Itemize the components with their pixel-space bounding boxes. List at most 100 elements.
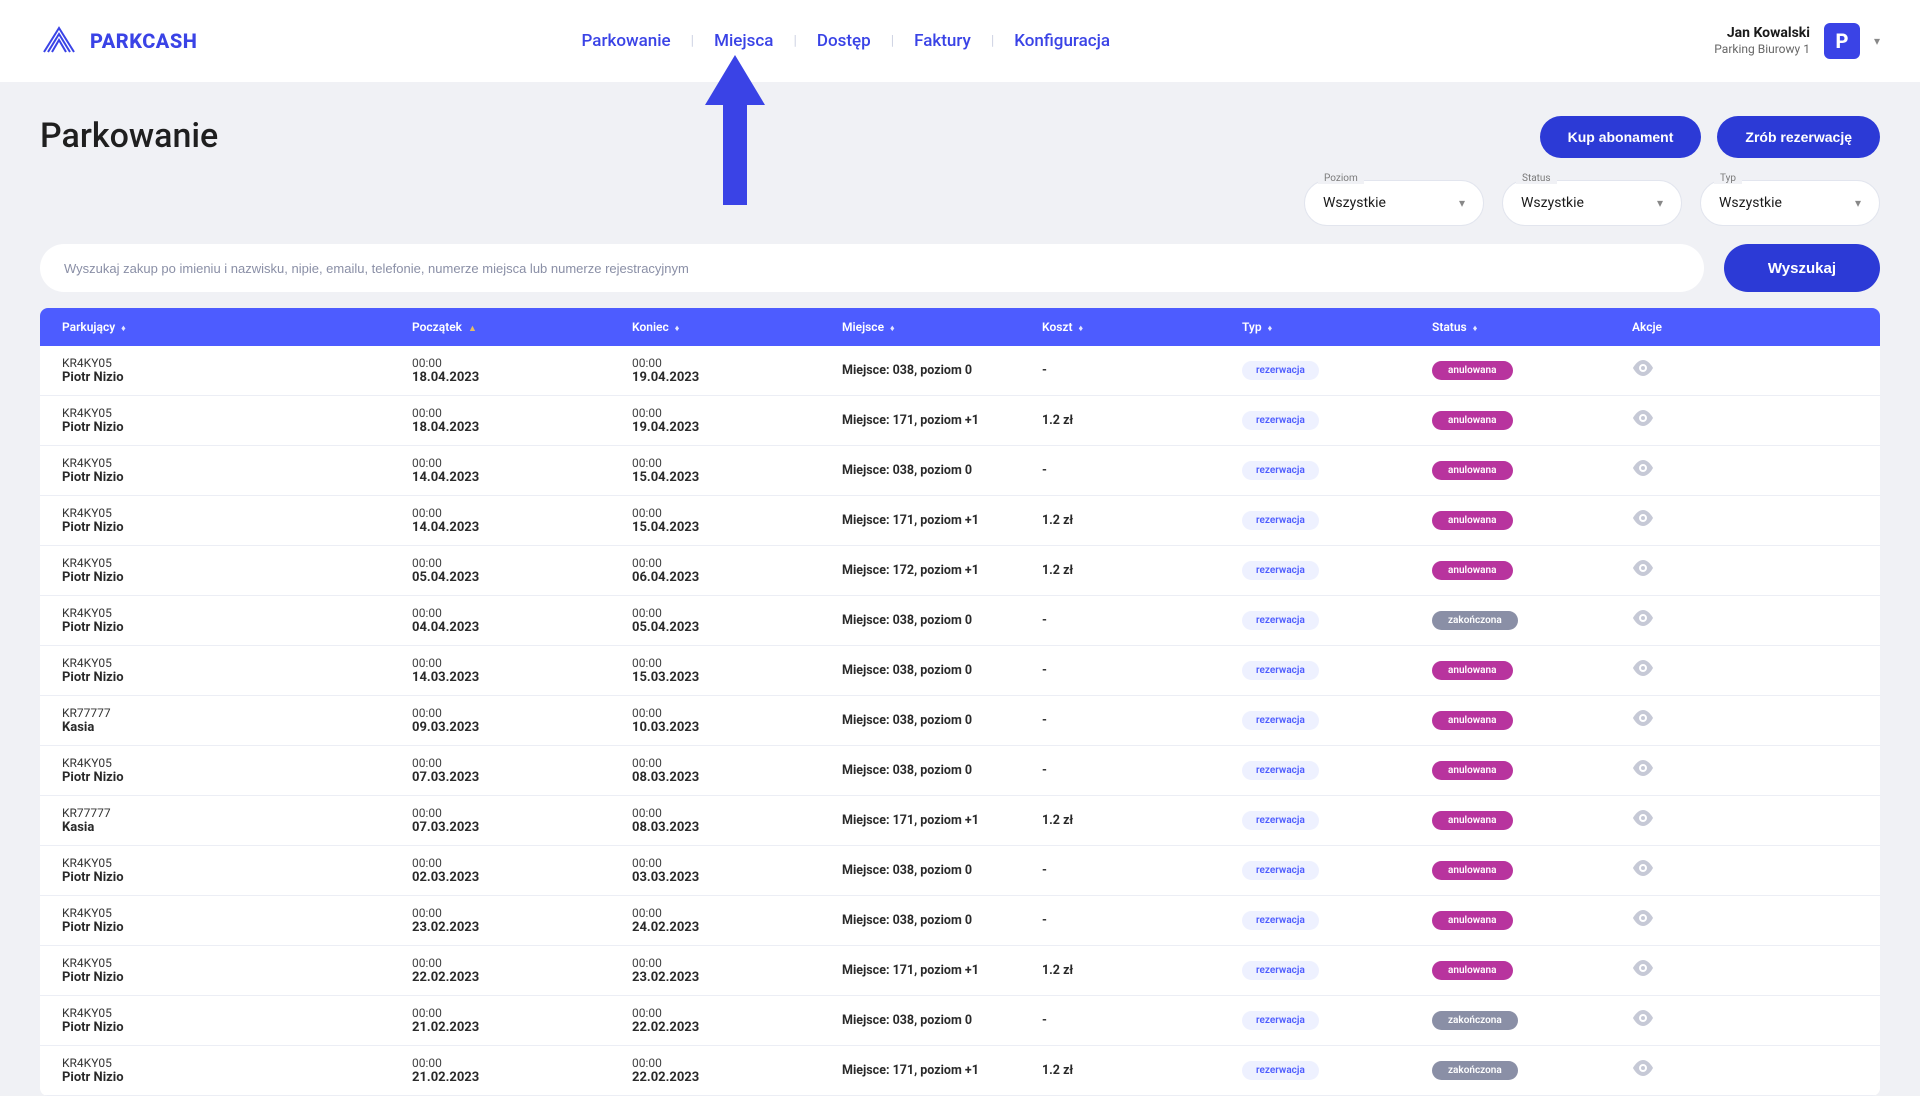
- status-pill: zakończona: [1432, 1011, 1518, 1030]
- search-button[interactable]: Wyszukaj: [1724, 244, 1880, 292]
- filter-level-select[interactable]: Wszystkie ▾: [1304, 180, 1484, 226]
- cell-place: Miejsce: 038, poziom 0: [842, 913, 1042, 928]
- view-icon[interactable]: [1632, 410, 1654, 431]
- end-time: 00:00: [632, 356, 842, 370]
- view-icon[interactable]: [1632, 560, 1654, 581]
- nav-parkowanie[interactable]: Parkowanie: [562, 31, 691, 51]
- view-icon[interactable]: [1632, 460, 1654, 481]
- end-time: 00:00: [632, 1006, 842, 1020]
- view-icon[interactable]: [1632, 610, 1654, 631]
- buy-abonament-button[interactable]: Kup abonament: [1540, 116, 1702, 158]
- col-status-label: Status: [1432, 320, 1467, 334]
- end-date: 15.03.2023: [632, 670, 842, 685]
- view-icon[interactable]: [1632, 710, 1654, 731]
- col-end[interactable]: Koniec♦: [632, 320, 842, 334]
- cell-action: [1632, 410, 1858, 431]
- col-start[interactable]: Początek▲: [412, 320, 632, 334]
- cell-end: 00:0015.04.2023: [632, 506, 842, 535]
- view-icon[interactable]: [1632, 360, 1654, 381]
- filter-status-select[interactable]: Wszystkie ▾: [1502, 180, 1682, 226]
- cell-type: rezerwacja: [1242, 911, 1432, 930]
- top-nav: Parkowanie| Miejsca| Dostęp| Faktury| Ko…: [562, 31, 1131, 51]
- cell-end: 00:0005.04.2023: [632, 606, 842, 635]
- filter-type: Typ Wszystkie ▾: [1700, 180, 1880, 226]
- col-place[interactable]: Miejsce♦: [842, 320, 1042, 334]
- nav-konfiguracja[interactable]: Konfiguracja: [994, 31, 1130, 51]
- cell-status: anulowana: [1432, 461, 1632, 480]
- view-icon[interactable]: [1632, 660, 1654, 681]
- page-title: Parkowanie: [40, 116, 218, 156]
- view-icon[interactable]: [1632, 510, 1654, 531]
- cell-place: Miejsce: 038, poziom 0: [842, 1013, 1042, 1028]
- sort-icon: ♦: [1079, 324, 1084, 334]
- start-date: 21.02.2023: [412, 1070, 632, 1085]
- parker-name: Piotr Nizio: [62, 620, 412, 635]
- cell-end: 00:0015.03.2023: [632, 656, 842, 685]
- cell-end: 00:0024.02.2023: [632, 906, 842, 935]
- parker-name: Piotr Nizio: [62, 770, 412, 785]
- view-icon[interactable]: [1632, 960, 1654, 981]
- cell-cost: 1.2 zł: [1042, 413, 1242, 428]
- table-row: KR4KY05Piotr Nizio00:0021.02.202300:0022…: [40, 996, 1880, 1046]
- view-icon[interactable]: [1632, 1010, 1654, 1031]
- sort-icon: ♦: [675, 324, 680, 334]
- cell-start: 00:0022.02.2023: [412, 956, 632, 985]
- cell-type: rezerwacja: [1242, 711, 1432, 730]
- view-icon[interactable]: [1632, 810, 1654, 831]
- cell-parker: KR4KY05Piotr Nizio: [62, 906, 412, 935]
- logo[interactable]: PARKCASH: [40, 24, 197, 58]
- cell-type: rezerwacja: [1242, 511, 1432, 530]
- main-content: Parkowanie Kup abonament Zrób rezerwację…: [0, 82, 1920, 1096]
- col-status[interactable]: Status♦: [1432, 320, 1632, 334]
- col-type[interactable]: Typ♦: [1242, 320, 1432, 334]
- cell-action: [1632, 610, 1858, 631]
- plate: KR4KY05: [62, 956, 412, 970]
- end-date: 22.02.2023: [632, 1070, 842, 1085]
- nav-faktury[interactable]: Faktury: [894, 31, 991, 51]
- col-place-label: Miejsce: [842, 320, 884, 334]
- make-reservation-button[interactable]: Zrób rezerwację: [1717, 116, 1880, 158]
- view-icon[interactable]: [1632, 860, 1654, 881]
- table-header: Parkujący♦ Początek▲ Koniec♦ Miejsce♦ Ko…: [40, 308, 1880, 346]
- search-input[interactable]: [40, 244, 1704, 292]
- filter-type-label: Typ: [1714, 173, 1742, 184]
- col-type-label: Typ: [1242, 320, 1262, 334]
- cell-start: 00:0014.04.2023: [412, 456, 632, 485]
- cell-parker: KR4KY05Piotr Nizio: [62, 356, 412, 385]
- nav-dostep[interactable]: Dostęp: [797, 31, 891, 51]
- end-time: 00:00: [632, 906, 842, 920]
- cell-end: 00:0015.04.2023: [632, 456, 842, 485]
- view-icon[interactable]: [1632, 760, 1654, 781]
- col-cost[interactable]: Koszt♦: [1042, 320, 1242, 334]
- status-pill: anulowana: [1432, 811, 1513, 830]
- cell-end: 00:0019.04.2023: [632, 356, 842, 385]
- col-parker[interactable]: Parkujący♦: [62, 320, 412, 334]
- filter-type-value: Wszystkie: [1719, 195, 1782, 211]
- start-time: 00:00: [412, 806, 632, 820]
- parking-table: Parkujący♦ Początek▲ Koniec♦ Miejsce♦ Ko…: [40, 308, 1880, 1096]
- plate: KR4KY05: [62, 656, 412, 670]
- view-icon[interactable]: [1632, 1060, 1654, 1081]
- start-time: 00:00: [412, 956, 632, 970]
- cell-status: anulowana: [1432, 511, 1632, 530]
- table-row: KR4KY05Piotr Nizio00:0022.02.202300:0023…: [40, 946, 1880, 996]
- start-date: 02.03.2023: [412, 870, 632, 885]
- cell-end: 00:0010.03.2023: [632, 706, 842, 735]
- end-time: 00:00: [632, 756, 842, 770]
- user-menu[interactable]: Jan Kowalski Parking Biurowy 1 P ▾: [1714, 23, 1880, 59]
- filter-type-select[interactable]: Wszystkie ▾: [1700, 180, 1880, 226]
- cell-start: 00:0023.02.2023: [412, 906, 632, 935]
- nav-miejsca[interactable]: Miejsca: [694, 31, 793, 51]
- cell-place: Miejsce: 038, poziom 0: [842, 613, 1042, 628]
- start-time: 00:00: [412, 406, 632, 420]
- end-date: 15.04.2023: [632, 520, 842, 535]
- table-row: KR4KY05Piotr Nizio00:0014.04.202300:0015…: [40, 496, 1880, 546]
- cell-parker: KR4KY05Piotr Nizio: [62, 556, 412, 585]
- filter-row: Poziom Wszystkie ▾ Status Wszystkie ▾ Ty…: [40, 180, 1880, 226]
- table-row: KR4KY05Piotr Nizio00:0004.04.202300:0005…: [40, 596, 1880, 646]
- cell-cost: -: [1042, 613, 1242, 628]
- status-pill: anulowana: [1432, 961, 1513, 980]
- filter-level: Poziom Wszystkie ▾: [1304, 180, 1484, 226]
- view-icon[interactable]: [1632, 910, 1654, 931]
- plate: KR77777: [62, 706, 412, 720]
